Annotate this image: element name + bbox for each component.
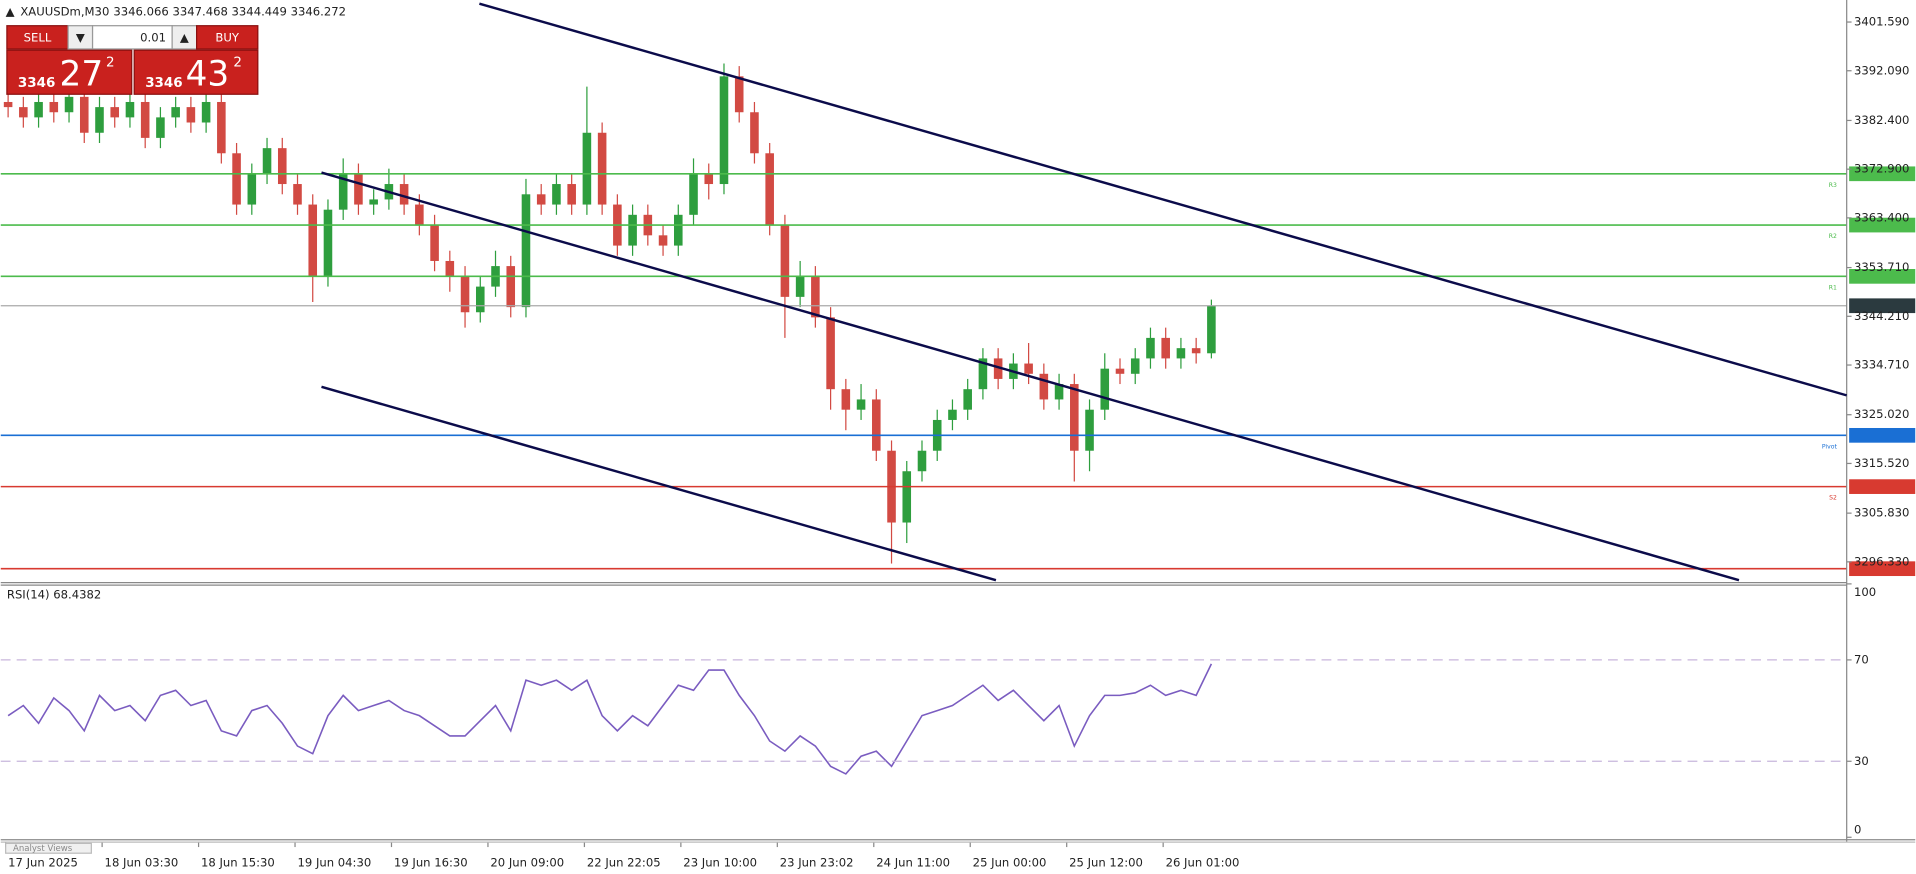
y-tick-label: 3334.710 [1854,358,1909,372]
y-tick-label: 3325.020 [1854,407,1909,421]
x-tick-label: 19 Jun 16:30 [394,855,468,869]
x-tick-label: 26 Jun 01:00 [1166,855,1240,869]
last-price-box [1849,298,1916,314]
volume: 0.01 [140,30,166,44]
y-tick-label: 3382.400 [1854,113,1909,127]
level-name: R3 [1829,182,1837,189]
y-tick-label: 3315.520 [1854,456,1909,470]
y-tick-label: 3344.210 [1854,309,1909,323]
level-label-box [1849,269,1916,284]
level-name: R1 [1829,284,1837,291]
buy-button[interactable] [196,25,259,50]
x-tick-label: 18 Jun 03:30 [105,855,179,869]
trend-line[interactable] [321,171,1740,582]
indicator-title: RSI(14) 68.4382 [7,587,101,601]
ask-frac: 2 [233,55,242,70]
ohlc: 3346.066 3347.468 3344.449 3346.272 [113,5,346,19]
y-tick-label: 3392.090 [1854,63,1909,77]
y-tick-label: 70 [1854,652,1869,666]
rsi-line [7,663,1213,775]
level-label-box [1849,479,1916,494]
y-tick-label: 3372.900 [1854,162,1909,176]
down-icon: ▼ [76,30,85,44]
buy-label: BUY [215,30,239,44]
up-icon: ▲ [180,30,189,44]
y-tick-label: 30 [1854,754,1869,768]
sell-label: SELL [24,30,52,44]
level-label-box [1849,217,1916,233]
x-tick-label: 25 Jun 12:00 [1069,855,1143,869]
x-tick-label: 20 Jun 09:00 [490,855,564,869]
trend-line[interactable] [321,385,997,582]
y-tick-label: 3401.590 [1854,15,1909,29]
x-tick-label: 23 Jun 10:00 [683,855,757,869]
y-tick-label: 3305.830 [1854,506,1909,520]
x-tick-label: 24 Jun 11:00 [876,855,950,869]
x-tick-label: 22 Jun 22:05 [587,855,661,869]
y-tick-label: 3353.710 [1854,260,1909,274]
trade-panel: SELL ▼ 0.01 ▲ BUY 3346 27 2 3346 43 2 [6,25,259,95]
y-tick-label: 3363.400 [1854,210,1909,224]
x-tick-label: 19 Jun 04:30 [297,855,371,869]
bid-pips: 27 [60,54,104,94]
x-tick-label: 23 Jun 23:02 [780,855,854,869]
bid-box[interactable] [6,49,133,95]
level-label-box [1849,166,1916,182]
level-name: Pivot [1822,443,1838,450]
ask-big: 3346 [145,76,182,91]
bid-frac: 2 [106,55,115,70]
tab-label: Analyst Views [13,844,73,854]
level-name: R2 [1829,233,1837,240]
x-tick-label: 25 Jun 00:00 [973,855,1047,869]
trend-line[interactable] [479,2,1848,397]
y-tick-label: 100 [1854,585,1876,599]
y-tick-label: 0 [1854,822,1861,836]
level-label-box [1849,427,1916,443]
x-tick-label: 17 Jun 2025 [8,855,78,869]
ask-box[interactable] [133,49,259,95]
symbol: XAUUSDm,M30 [20,5,109,19]
ask-pips: 43 [186,54,230,94]
x-tick-label: 18 Jun 15:30 [201,855,275,869]
tab[interactable] [5,842,92,854]
bid-big: 3346 [18,76,55,91]
y-tick-label: 3296.330 [1854,554,1909,568]
collapse-icon[interactable]: ▲ [6,5,15,19]
level-name: S2 [1829,495,1837,502]
level-label-box [1849,561,1916,577]
